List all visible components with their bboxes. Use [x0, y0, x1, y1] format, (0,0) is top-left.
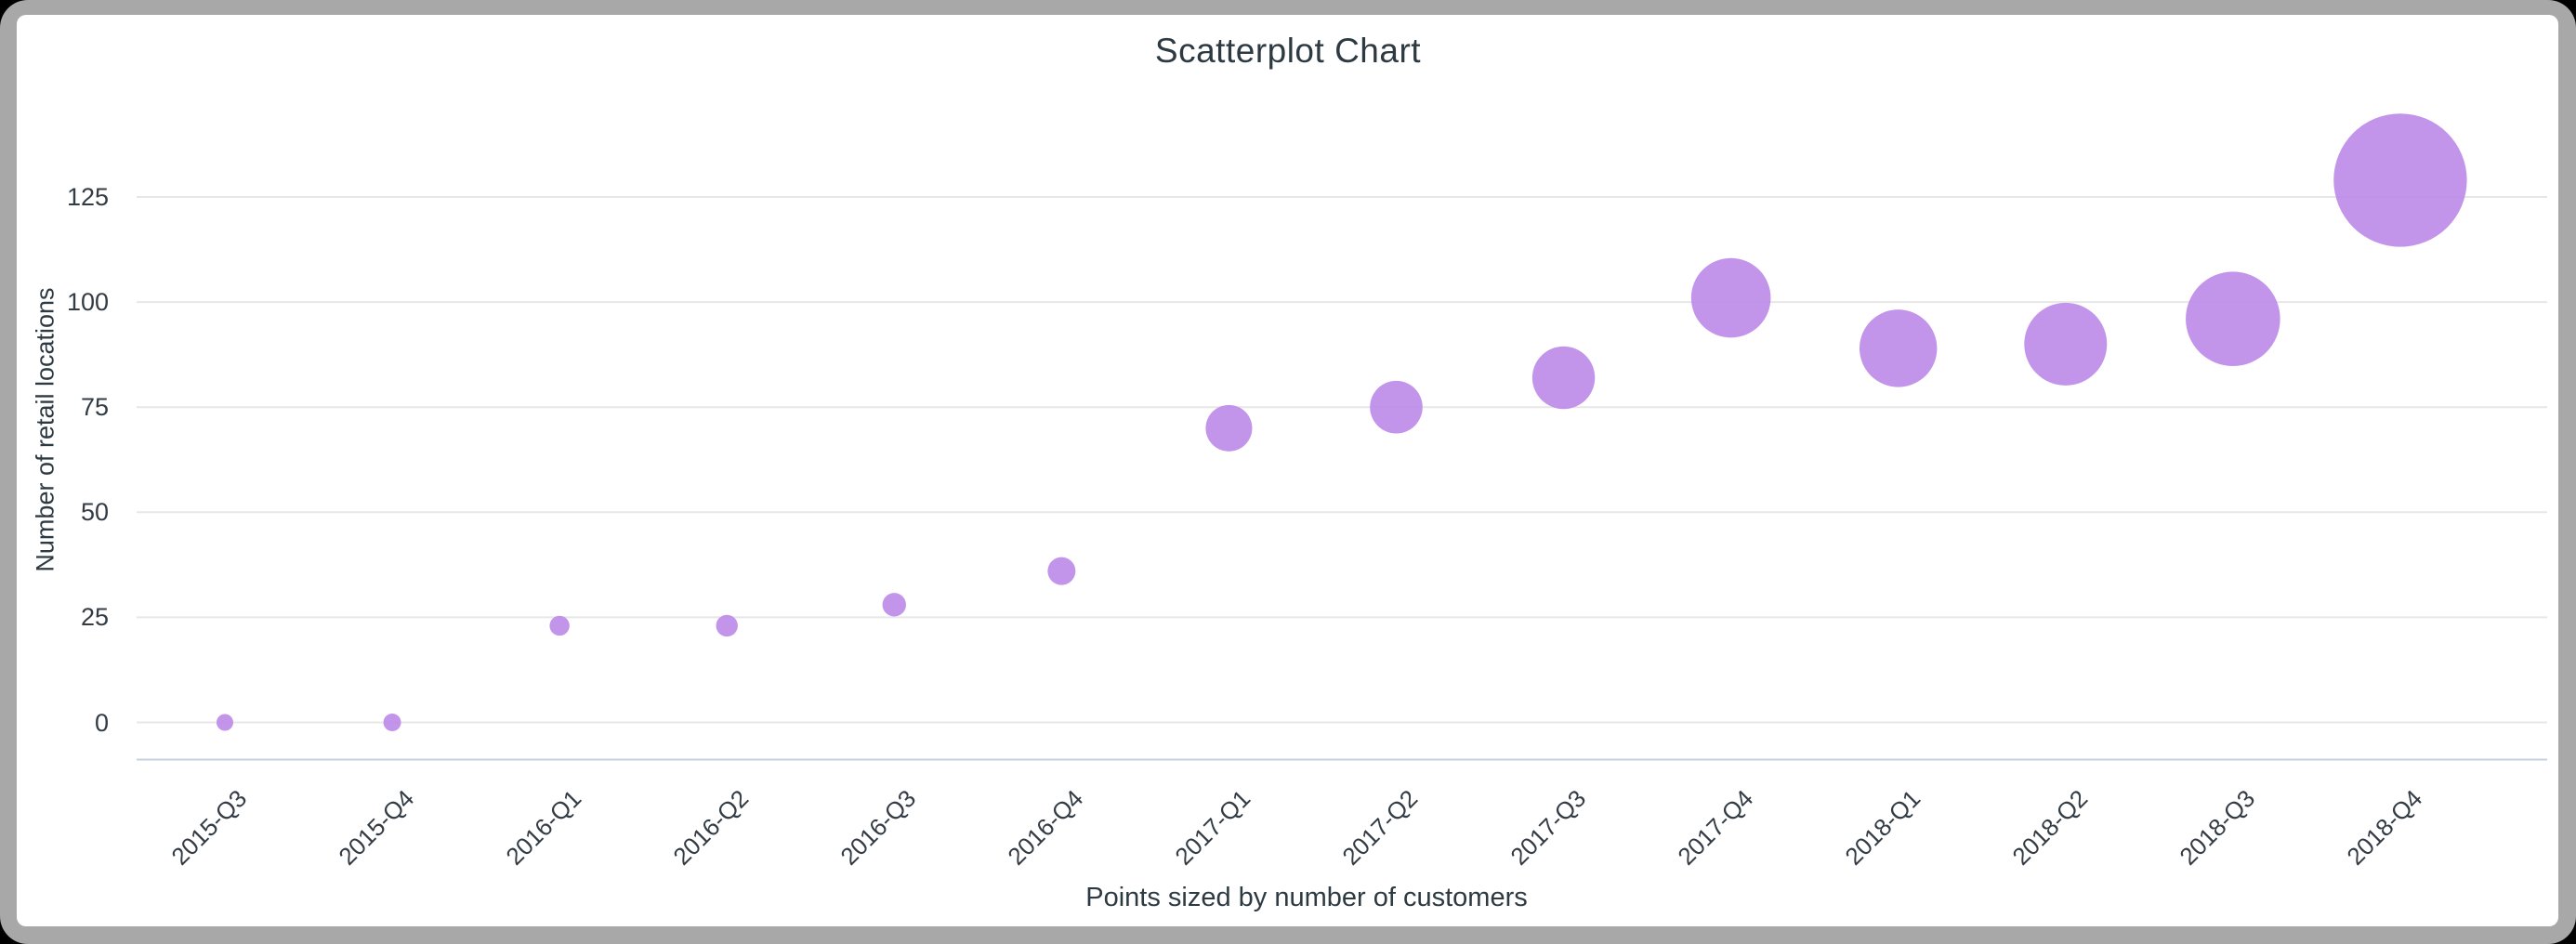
chart-card	[17, 15, 2558, 926]
data-point[interactable]	[716, 614, 738, 637]
data-point[interactable]	[1205, 404, 1253, 452]
data-point[interactable]	[1531, 346, 1596, 410]
data-point[interactable]	[217, 714, 233, 731]
data-point[interactable]	[882, 593, 906, 617]
y-tick-label: 0	[94, 708, 109, 737]
data-point[interactable]	[1860, 309, 1938, 387]
data-point[interactable]	[1370, 380, 1423, 434]
y-tick-label: 50	[80, 498, 109, 527]
y-tick-label: 75	[80, 393, 109, 422]
y-tick-label: 25	[80, 603, 109, 632]
data-point[interactable]	[1690, 257, 1771, 338]
y-tick-label: 125	[66, 183, 109, 211]
data-point[interactable]	[2333, 113, 2467, 247]
data-point[interactable]	[2186, 271, 2280, 366]
y-tick-label: 100	[66, 288, 109, 317]
chart-title: Scatterplot Chart	[1154, 32, 1422, 70]
chart-caption: Points sized by number of customers	[1085, 883, 1528, 912]
data-point[interactable]	[549, 615, 570, 636]
data-point[interactable]	[2024, 302, 2108, 386]
data-point[interactable]	[1047, 557, 1076, 585]
data-point[interactable]	[383, 714, 401, 731]
